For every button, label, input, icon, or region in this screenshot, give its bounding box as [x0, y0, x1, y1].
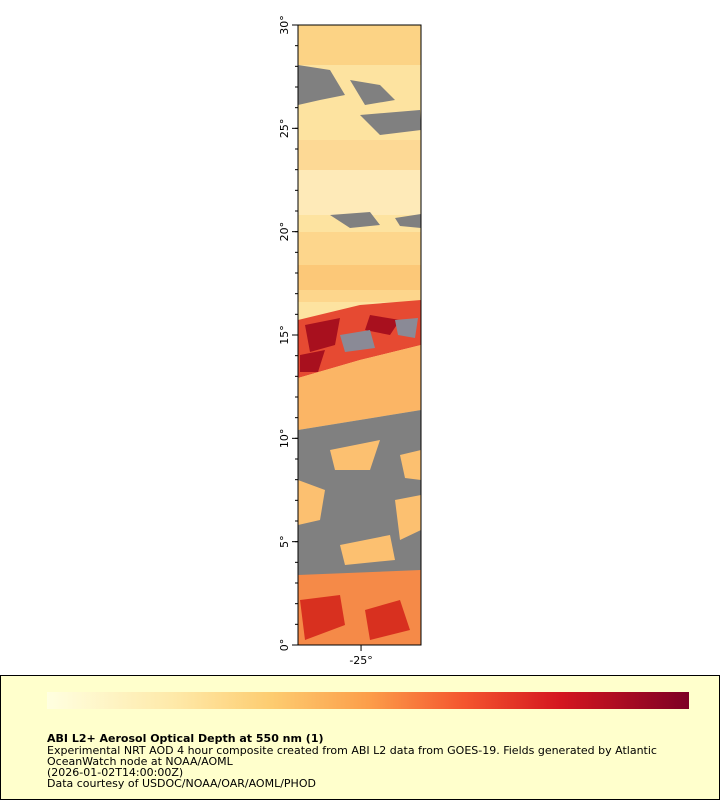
legend-line: OceanWatch node at NOAA/AOML — [47, 755, 234, 768]
aod-map — [298, 25, 421, 645]
y-tick-label: 0° — [278, 639, 291, 652]
y-tick-label: 30° — [278, 15, 291, 35]
y-tick-label: 25° — [278, 119, 291, 139]
legend-line: Data courtesy of USDOC/NOAA/OAR/AOML/PHO… — [47, 777, 316, 790]
y-tick-label: 10° — [278, 429, 291, 449]
colorbar — [47, 692, 689, 709]
x-tick-label: -25° — [349, 654, 372, 667]
legend-line: (2026-01-02T14:00:00Z) — [47, 766, 183, 779]
y-tick-label: 15° — [278, 325, 291, 345]
legend-line: Experimental NRT AOD 4 hour composite cr… — [47, 744, 657, 757]
y-tick-label: 20° — [278, 222, 291, 242]
legend-title: ABI L2+ Aerosol Optical Depth at 550 nm … — [47, 732, 324, 745]
y-tick-label: 5° — [278, 535, 291, 548]
